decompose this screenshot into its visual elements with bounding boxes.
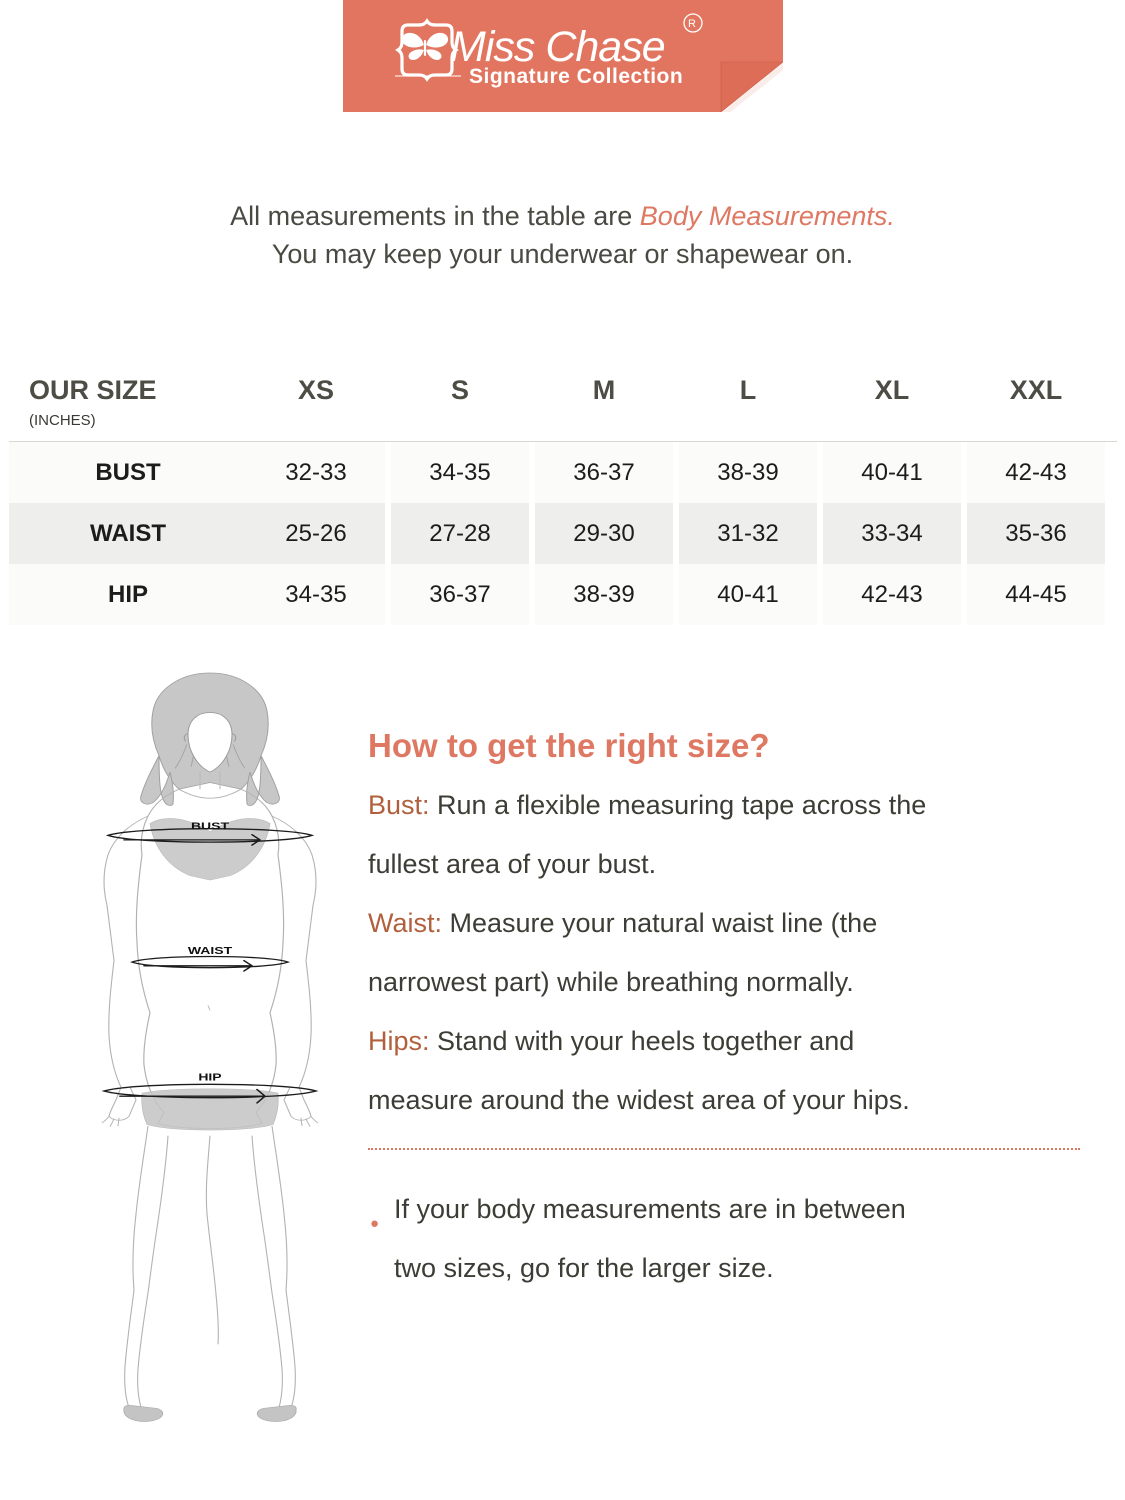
svg-text:HIP: HIP [198, 1071, 221, 1083]
svg-text:Signature Collection: Signature Collection [469, 65, 683, 88]
svg-text:WAIST: WAIST [188, 945, 233, 957]
svg-text:Miss Chase: Miss Chase [450, 23, 665, 71]
svg-text:R: R [688, 18, 696, 30]
svg-text:BUST: BUST [191, 820, 230, 832]
